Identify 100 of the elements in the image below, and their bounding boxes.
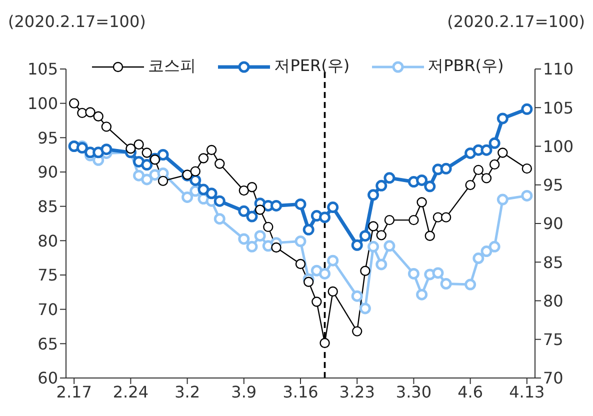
y2-tick-label: 90	[543, 214, 564, 234]
point	[246, 210, 258, 222]
point	[359, 302, 371, 314]
point	[312, 296, 322, 307]
point	[351, 290, 363, 302]
legend-label: 저PBR(우)	[428, 56, 504, 77]
point	[416, 197, 427, 208]
point	[303, 276, 314, 287]
point	[489, 159, 500, 170]
point	[432, 267, 444, 279]
point	[254, 230, 266, 242]
point	[464, 278, 476, 290]
y2-tick-label: 95	[543, 176, 564, 195]
point	[368, 221, 378, 232]
point	[214, 195, 226, 207]
point	[328, 286, 338, 297]
point	[295, 258, 306, 270]
point	[214, 213, 226, 225]
x-tick-label: 3.30	[396, 382, 432, 402]
legend-label: 코스피	[148, 56, 196, 77]
y2-tick-label: 70	[543, 368, 564, 388]
y2-tick-label: 110	[543, 60, 574, 79]
point	[182, 191, 194, 203]
y2-tick-label: 100	[543, 136, 574, 156]
point	[424, 180, 436, 192]
point	[126, 144, 136, 154]
point	[496, 112, 508, 124]
point	[498, 148, 508, 158]
y-tick-label: 70	[38, 300, 58, 320]
point	[416, 174, 428, 186]
y-tick-label: 80	[38, 231, 58, 250]
point	[190, 166, 200, 176]
y-tick-label: 105	[27, 60, 58, 79]
y-tick-label: 90	[38, 162, 58, 182]
x-tick-label: 3.16	[282, 382, 318, 402]
point	[254, 204, 266, 215]
point	[142, 148, 152, 158]
point	[465, 180, 476, 190]
point	[359, 230, 371, 242]
point	[481, 173, 492, 184]
y2-tick-label: 105	[543, 98, 574, 118]
point	[360, 266, 370, 276]
point	[157, 148, 169, 160]
point	[198, 153, 209, 164]
y-tick-label: 85	[38, 197, 58, 216]
x-tick-label: 2.24	[112, 382, 148, 402]
point	[327, 254, 339, 266]
point	[133, 170, 145, 182]
point	[376, 230, 386, 240]
point	[368, 240, 380, 252]
y-tick-label: 60	[38, 368, 58, 388]
x-tick-label: 4.13	[509, 382, 545, 402]
y-tick-label: 100	[27, 94, 58, 114]
point	[376, 180, 388, 192]
point	[246, 182, 258, 192]
point	[238, 233, 250, 245]
y2-axis-title: (2020.2.17=100)	[447, 12, 585, 31]
point	[473, 164, 484, 176]
point	[327, 202, 339, 214]
point	[214, 158, 225, 169]
point	[384, 240, 396, 252]
y-tick-label: 65	[38, 334, 58, 354]
y-tick-label: 95	[38, 128, 58, 148]
y2-tick-label: 80	[543, 291, 564, 310]
point	[416, 288, 428, 300]
point	[488, 240, 500, 252]
point	[294, 198, 306, 210]
point	[198, 184, 210, 196]
x-tick-label: 2.17	[56, 382, 92, 402]
point	[522, 163, 532, 174]
point	[85, 107, 96, 118]
point	[158, 176, 168, 186]
point	[320, 338, 330, 348]
point	[384, 172, 396, 184]
point	[68, 98, 80, 108]
point	[141, 159, 153, 171]
point	[376, 258, 388, 270]
point	[440, 278, 452, 290]
point	[100, 144, 112, 156]
point	[294, 236, 306, 248]
x-tick-label: 4.6	[458, 382, 484, 402]
point	[246, 240, 258, 252]
point	[384, 214, 395, 226]
point	[206, 188, 218, 200]
point	[319, 212, 331, 224]
point	[424, 230, 435, 241]
y-tick-label: 75	[38, 266, 58, 285]
x-tick-label: 3.9	[231, 382, 257, 402]
point	[206, 144, 217, 156]
point	[310, 264, 322, 276]
point	[472, 252, 484, 264]
point	[319, 268, 331, 280]
x-tick-label: 3.2	[174, 382, 200, 402]
point	[480, 144, 492, 156]
point	[408, 268, 420, 280]
point	[238, 205, 250, 217]
point	[190, 174, 202, 186]
point	[93, 111, 104, 122]
point	[352, 326, 362, 336]
point	[408, 214, 419, 226]
